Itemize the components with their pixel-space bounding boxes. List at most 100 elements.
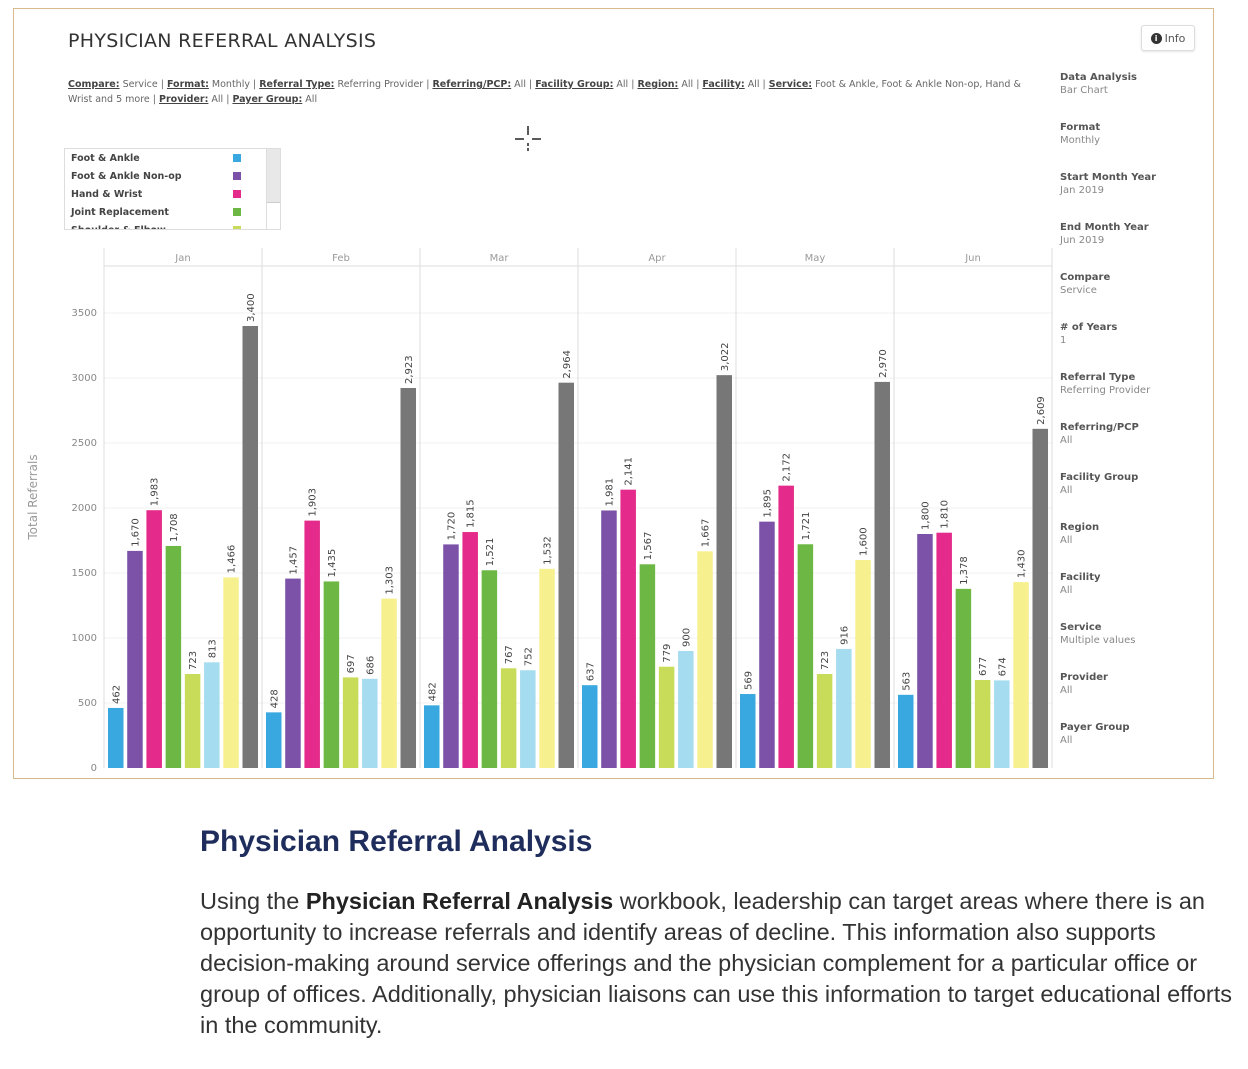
y-axis-title: Total Referrals [26,454,40,540]
bar [204,662,220,768]
bar [898,694,914,768]
bar-value-label: 767 [504,645,515,664]
filter-label[interactable]: Referring/PCP: [432,79,512,90]
filter-value: Referring Provider [334,79,424,90]
bar-value-label: 3,400 [246,293,257,322]
bar-value-label: 752 [523,647,534,666]
parameter-item[interactable]: # of Years 1 [1060,322,1210,372]
bar [223,577,239,768]
legend-item[interactable]: Hand & Wrist [65,185,280,203]
bar [443,544,459,768]
parameter-label: Service [1060,622,1102,633]
month-header: Jan [174,253,190,264]
parameter-item[interactable]: Provider All [1060,672,1210,722]
info-button[interactable]: i Info [1141,25,1195,51]
bar [127,550,143,768]
parameter-item[interactable]: Start Month Year Jan 2019 [1060,172,1210,222]
parameter-label: Provider [1060,672,1108,683]
bar-value-label: 674 [997,657,1008,676]
bar [797,544,814,768]
parameter-value: 1 [1060,335,1067,346]
filter-value: All [208,94,224,105]
parameter-label: Compare [1060,272,1111,283]
parameter-value: All [1060,735,1073,746]
month-header: Jun [964,253,981,264]
bar-value-label: 3,022 [720,342,731,371]
bar [323,581,340,768]
document-paragraph: Using the Physician Referral Analysis wo… [200,886,1240,1041]
legend-item[interactable]: Joint Replacement [65,203,280,221]
filter-label[interactable]: Facility: [702,79,745,90]
parameter-value: Referring Provider [1060,385,1151,396]
filter-label[interactable]: Facility Group: [535,79,614,90]
para-bold: Physician Referral Analysis [305,888,614,914]
parameter-item[interactable]: End Month Year Jun 2019 [1060,222,1210,272]
bar-value-label: 1,521 [485,538,496,567]
bar [242,326,258,768]
legend-label: Foot & Ankle Non-op [71,170,182,182]
bar [678,651,694,768]
filter-label[interactable]: Compare: [68,79,120,90]
parameter-item[interactable]: Facility All [1060,572,1210,622]
bar-value-label: 2,923 [404,355,415,384]
parameter-item[interactable]: Region All [1060,522,1210,572]
parameter-label: Start Month Year [1060,172,1157,183]
parameter-item[interactable]: Service Multiple values [1060,622,1210,672]
bar-value-label: 697 [346,654,357,673]
document-heading: Physician Referral Analysis [200,825,593,858]
parameter-item[interactable]: Referral Type Referring Provider [1060,372,1210,422]
bar-value-label: 1,667 [701,519,712,548]
bar [639,564,656,768]
parameter-item[interactable]: Format Monthly [1060,122,1210,172]
filter-label[interactable]: Provider: [159,94,209,105]
y-tick-label: 500 [78,698,97,709]
legend-item[interactable]: Shoulder & Elbow [65,221,280,229]
bar-value-label: 1,981 [604,478,615,507]
para-text: workbook, leadership can target areas wh… [200,888,1232,1038]
legend-item[interactable]: Foot & Ankle [65,149,280,167]
filter-label[interactable]: Region: [637,79,679,90]
parameter-label: End Month Year [1060,222,1149,233]
bar-value-label: 462 [111,685,122,704]
filter-label[interactable]: Payer Group: [232,94,303,105]
bar-value-label: 428 [269,689,280,708]
parameter-item[interactable]: Compare Service [1060,272,1210,322]
filter-value: All [302,94,318,105]
bar [716,375,732,768]
parameter-item[interactable]: Payer Group All [1060,722,1210,772]
parameter-value: Multiple values [1060,635,1136,646]
legend-item[interactable]: Foot & Ankle Non-op [65,167,280,185]
bar [582,685,598,768]
bar-value-label: 1,532 [543,536,554,565]
bar-value-label: 1,435 [327,549,338,578]
bar [936,532,952,768]
bar [1032,428,1048,768]
bar [855,560,871,768]
parameter-item[interactable]: Facility Group All [1060,472,1210,522]
filter-label[interactable]: Referral Type: [259,79,335,90]
filter-label[interactable]: Format: [166,79,209,90]
filter-label[interactable]: Service: [768,79,813,90]
parameter-value: Jun 2019 [1060,235,1105,246]
bar-value-label: 686 [365,656,376,675]
bar-value-label: 1,378 [959,556,970,585]
parameter-item[interactable]: Data Analysis Bar Chart [1060,72,1210,122]
bar [165,545,182,768]
y-tick-label: 0 [91,763,97,774]
parameter-item[interactable]: Referring/PCP All [1060,422,1210,472]
bar-value-label: 563 [901,672,912,691]
bar [558,382,574,768]
bar [424,705,440,768]
legend-scrollbar[interactable] [266,149,280,229]
filter-value: All [511,79,526,90]
parameter-value: All [1060,435,1073,446]
parameter-label: Facility Group [1060,472,1139,483]
bar [601,510,617,768]
bar-value-label: 2,172 [782,453,793,482]
legend-label: Joint Replacement [71,206,169,218]
parameter-panel: Data Analysis Bar Chart Format Monthly Start… [1060,72,1210,772]
legend-label: Foot & Ankle [71,152,140,164]
bar-value-label: 1,600 [859,527,870,556]
bar [697,551,713,768]
bar [400,388,416,768]
